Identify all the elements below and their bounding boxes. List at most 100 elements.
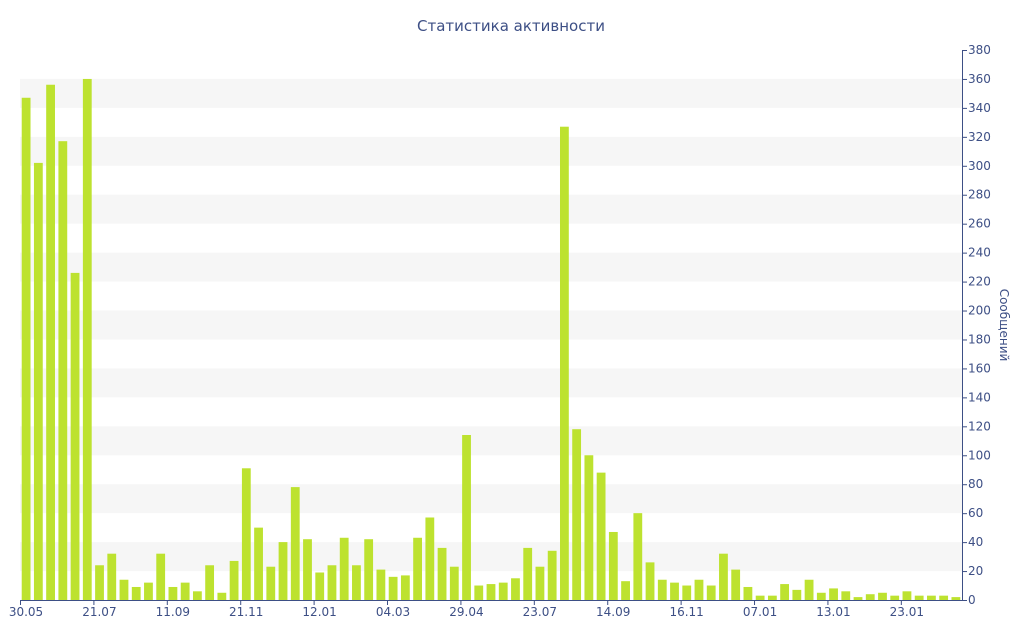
y-tick-label: 180 [968, 332, 991, 346]
y-tick-label: 0 [968, 593, 976, 607]
grid-band [20, 252, 962, 282]
bar [46, 84, 55, 601]
y-tick-label: 60 [968, 506, 983, 520]
grid-band [20, 368, 962, 398]
bar [290, 487, 300, 600]
bar [95, 565, 104, 600]
bar [878, 592, 887, 600]
bar [547, 550, 557, 600]
bar [21, 97, 31, 601]
bar [865, 594, 875, 600]
bar [743, 586, 753, 600]
bar [645, 562, 655, 600]
grid-bands [20, 78, 962, 572]
y-tick-label: 20 [968, 564, 983, 578]
bar [694, 579, 704, 600]
x-tick-label: 07.01 [743, 605, 777, 619]
grid-band [20, 194, 962, 224]
bar [853, 597, 863, 600]
bar [902, 591, 912, 600]
bar [584, 455, 594, 600]
y-tick-label: 260 [968, 217, 991, 231]
bar [131, 586, 141, 600]
x-tick-label: 23.01 [890, 605, 924, 619]
bar [33, 162, 43, 601]
bar [144, 582, 153, 600]
bar [841, 591, 851, 600]
y-tick-label: 300 [968, 159, 991, 173]
grid-band [20, 484, 962, 514]
bar [596, 472, 606, 600]
grid-band [20, 426, 962, 456]
bar [474, 585, 484, 600]
x-tick-label: 29.04 [449, 605, 483, 619]
bar [927, 595, 936, 600]
grid-band [20, 542, 962, 572]
y-tick-label: 320 [968, 130, 991, 144]
bar [767, 595, 777, 600]
y-tick-label: 200 [968, 304, 991, 318]
bar [400, 575, 410, 600]
y-tick-label: 120 [968, 419, 991, 433]
bar [572, 429, 582, 600]
bar [559, 126, 569, 601]
y-tick-label: 140 [968, 390, 991, 404]
bar [303, 539, 312, 600]
bar [254, 527, 263, 600]
bar [829, 588, 838, 600]
grid-band [20, 136, 962, 166]
bar [608, 531, 618, 600]
y-tick-label: 40 [968, 535, 983, 549]
x-tick-label: 21.07 [82, 605, 116, 619]
y-tick-label: 220 [968, 275, 991, 289]
bar [657, 579, 667, 600]
bar [315, 572, 325, 600]
bar [58, 141, 68, 600]
x-tick-label: 12.01 [302, 605, 336, 619]
bar [621, 581, 630, 600]
bar [156, 553, 166, 600]
bar [70, 272, 80, 600]
x-tick-label: 16.11 [669, 605, 703, 619]
bar [449, 566, 459, 600]
bar [241, 468, 251, 600]
bar [939, 595, 949, 600]
y-axis-ticks: 0 20 40 60 80 100 120 140 160 180 200 220 240 260 280 3… [962, 43, 991, 607]
x-tick-label: 11.09 [156, 605, 190, 619]
bar [107, 553, 117, 600]
bar [535, 566, 545, 600]
x-tick-label: 23.07 [523, 605, 557, 619]
bar [388, 576, 398, 600]
bar [914, 595, 924, 600]
bar [168, 586, 178, 600]
y-tick-label: 240 [968, 246, 991, 260]
bars [21, 78, 961, 601]
bar [523, 547, 533, 600]
bar [780, 584, 790, 600]
y-tick-label: 280 [968, 188, 991, 202]
bar [217, 592, 227, 600]
bar [706, 585, 716, 600]
bar [425, 517, 435, 600]
bar [792, 589, 802, 600]
bar [376, 569, 386, 600]
bar [119, 579, 129, 600]
y-tick-label: 380 [968, 43, 991, 57]
x-tick-label: 13.01 [816, 605, 850, 619]
x-tick-label: 21.11 [229, 605, 263, 619]
bar [180, 582, 190, 600]
bar [719, 553, 728, 600]
y-tick-label: 100 [968, 448, 991, 462]
bar [511, 578, 520, 600]
bar [670, 582, 679, 600]
bar [682, 585, 692, 600]
bar [633, 513, 643, 600]
bar [498, 582, 508, 600]
bar [804, 579, 814, 600]
bar [327, 565, 337, 600]
bar [352, 565, 361, 600]
y-tick-label: 360 [968, 72, 991, 86]
x-tick-label: 14.09 [596, 605, 630, 619]
x-tick-label: 30.05 [9, 605, 43, 619]
bar [205, 565, 215, 600]
